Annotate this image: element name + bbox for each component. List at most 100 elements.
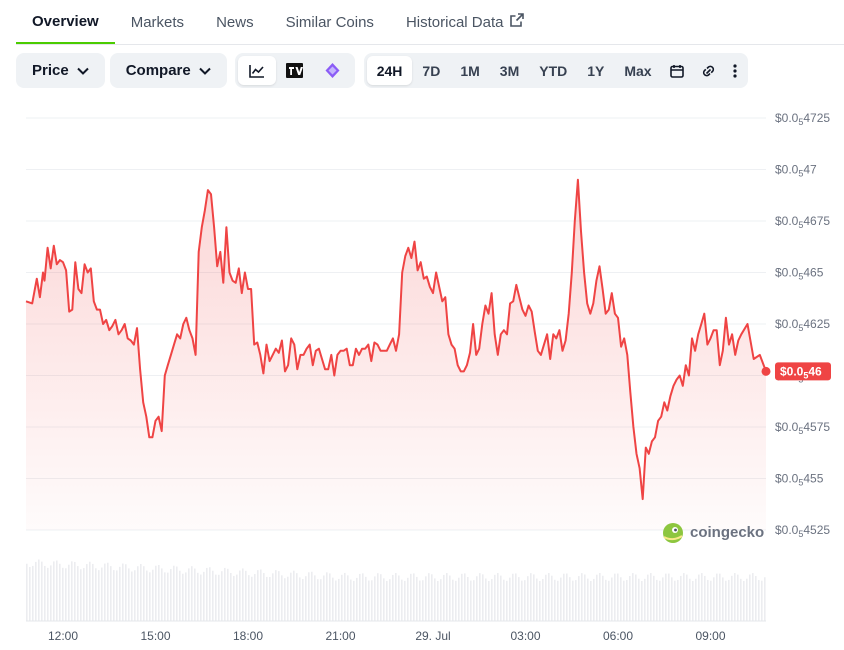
line-chart-button[interactable]	[237, 56, 276, 85]
tab-markets[interactable]: Markets	[130, 13, 185, 31]
volume-bar	[209, 567, 211, 621]
tab-news[interactable]: News	[216, 13, 254, 31]
volume-bar	[65, 568, 67, 621]
volume-bar	[50, 565, 52, 621]
volume-bar	[248, 575, 250, 621]
volume-bar	[275, 570, 277, 621]
volume-bar	[287, 576, 289, 621]
volume-bar	[194, 568, 196, 621]
volume-bar	[500, 575, 502, 621]
chevron-down-icon	[199, 62, 211, 79]
volume-bar	[695, 578, 697, 621]
volume-bar	[635, 574, 637, 621]
compare-dropdown[interactable]: Compare	[109, 53, 227, 88]
tab-similar-coins[interactable]: Similar Coins	[285, 13, 374, 31]
volume-bar	[536, 578, 538, 621]
volume-bar	[74, 561, 76, 621]
coingecko-logo-icon	[663, 523, 683, 543]
volume-bar	[359, 573, 361, 621]
x-tick-label: 12:00	[48, 629, 78, 643]
volume-bar	[563, 573, 565, 621]
range-ytd-button[interactable]: YTD	[539, 62, 568, 79]
volume-bar	[533, 574, 535, 621]
current-price-dot	[761, 366, 771, 376]
range-1y-button[interactable]: 1Y	[587, 62, 605, 79]
volume-bar	[389, 579, 391, 621]
volume-bars	[26, 559, 766, 622]
volume-bar	[404, 580, 406, 621]
volume-bar	[311, 571, 313, 621]
volume-bar	[566, 573, 568, 621]
volume-bar	[380, 574, 382, 621]
embed-link-button[interactable]	[692, 56, 725, 85]
range-7d-button[interactable]: 7D	[422, 62, 441, 79]
volume-bar	[722, 577, 724, 621]
range-3m-button[interactable]: 3M	[499, 62, 520, 79]
volume-bar	[68, 564, 70, 621]
volume-bar	[296, 573, 298, 621]
more-options-button[interactable]	[725, 56, 745, 85]
price-dropdown[interactable]: Price	[16, 53, 105, 88]
volume-bar	[644, 578, 646, 621]
tab-historical-label: Historical Data	[405, 13, 504, 31]
price-dropdown-label: Price	[32, 62, 69, 79]
volume-bar	[518, 577, 520, 621]
volume-bar	[257, 570, 259, 621]
volume-bar	[269, 576, 271, 621]
volume-bar	[452, 579, 454, 621]
volume-bar	[227, 568, 229, 621]
volume-bar	[140, 563, 142, 621]
volume-bar	[224, 567, 226, 621]
chevron-down-icon	[76, 62, 89, 79]
volume-bar	[347, 575, 349, 621]
volume-bar	[158, 565, 160, 621]
volume-bar	[92, 563, 94, 621]
coingecko-watermark: coingecko	[663, 523, 764, 543]
volume-bar	[239, 570, 241, 621]
volume-bar	[320, 579, 322, 621]
volume-bar	[95, 568, 97, 621]
volume-bar	[524, 580, 526, 621]
calendar-button[interactable]	[662, 56, 692, 85]
current-price-badge	[775, 362, 831, 381]
range-max-button[interactable]: Max	[624, 62, 652, 79]
volume-bar	[425, 576, 427, 621]
volume-bar	[365, 576, 367, 621]
alt-chart-button[interactable]	[314, 56, 352, 85]
volume-bar	[62, 567, 64, 621]
tab-overview[interactable]: Overview	[16, 0, 115, 44]
volume-bar	[323, 575, 325, 621]
volume-bar	[89, 561, 91, 621]
more-vertical-icon	[732, 63, 737, 78]
range-24h-button[interactable]: 24H	[366, 56, 413, 85]
volume-bar	[410, 573, 412, 621]
volume-bar	[170, 569, 172, 621]
volume-bar	[656, 579, 658, 621]
volume-bar	[401, 579, 403, 621]
volume-bar	[611, 577, 613, 621]
volume-bar	[692, 581, 694, 621]
volume-bar	[668, 573, 670, 621]
y-tick-label: $0.05455	[775, 472, 824, 488]
x-tick-label: 03:00	[510, 629, 540, 643]
tradingview-button[interactable]	[276, 56, 314, 85]
y-axis: $0.054725 $0.0547 $0.054675 $0.05465 $0.0546…	[775, 111, 830, 539]
price-area-fill	[26, 179, 766, 531]
volume-bar	[578, 576, 580, 621]
volume-bar	[551, 575, 553, 621]
volume-bar	[701, 573, 703, 621]
volume-bar	[125, 564, 127, 621]
volume-bar	[572, 580, 574, 621]
tab-historical-data[interactable]: Historical Data	[390, 0, 541, 44]
volume-bar	[623, 580, 625, 621]
chart-type-group	[234, 53, 355, 88]
volume-bar	[362, 573, 364, 621]
volume-bar	[449, 575, 451, 621]
volume-bar	[353, 580, 355, 621]
volume-bar	[707, 579, 709, 621]
volume-bar	[530, 573, 532, 621]
volume-bar	[617, 573, 619, 621]
range-1m-button[interactable]: 1M	[460, 62, 480, 79]
volume-bar	[632, 573, 634, 621]
volume-bar	[182, 573, 184, 621]
